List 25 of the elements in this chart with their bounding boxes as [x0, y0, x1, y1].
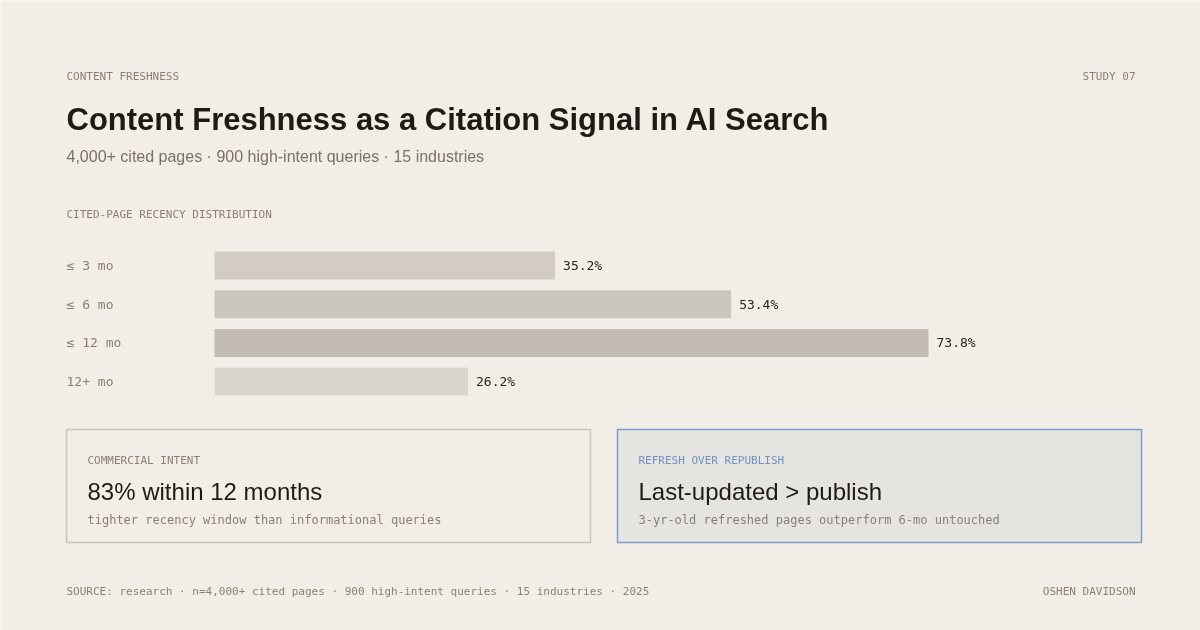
text: CONTENT FRESHNESS [66, 70, 180, 83]
data-label: 35.2% [563, 258, 603, 273]
text: 3-yr-old refreshed pages outperform 6-mo untouched [638, 512, 1000, 527]
bar [214, 251, 556, 280]
text: REFRESH OVER REPUBLISH [638, 454, 785, 467]
y-tick-label: ≤ 3 mo [66, 258, 114, 273]
y-tick-label: ≤ 12 mo [66, 335, 122, 351]
text: COMMERCIAL INTENT [87, 454, 201, 467]
chart-subtitle: 4,000+ cited pages · 900 high-intent queries · 15 industries [66, 148, 485, 165]
bar [214, 328, 929, 357]
bar [214, 367, 468, 396]
text: Last-updated > publish [638, 478, 883, 505]
data-label: 26.2% [475, 374, 516, 390]
text: STUDY 07 [1082, 70, 1136, 83]
text: 83% within 12 months [87, 478, 323, 505]
y-tick-label: 12+ mo [66, 374, 114, 390]
source-note: SOURCE: research · n=4,000+ cited pages · 900 high-intent queries · 15 industries · 2025 [66, 585, 650, 598]
y-tick-label: ≤ 6 mo [66, 296, 114, 312]
text: tighter recency window than informational queries [87, 512, 442, 527]
text: CITED-PAGE RECENCY DISTRIBUTION [66, 208, 272, 221]
bar [214, 290, 732, 319]
chart-title: Content Freshness as a Citation Signal in AI Search [66, 102, 829, 137]
data-label: 73.8% [936, 335, 976, 351]
data-label: 53.4% [739, 296, 779, 312]
text: OSHEN DAVIDSON [1042, 585, 1136, 598]
